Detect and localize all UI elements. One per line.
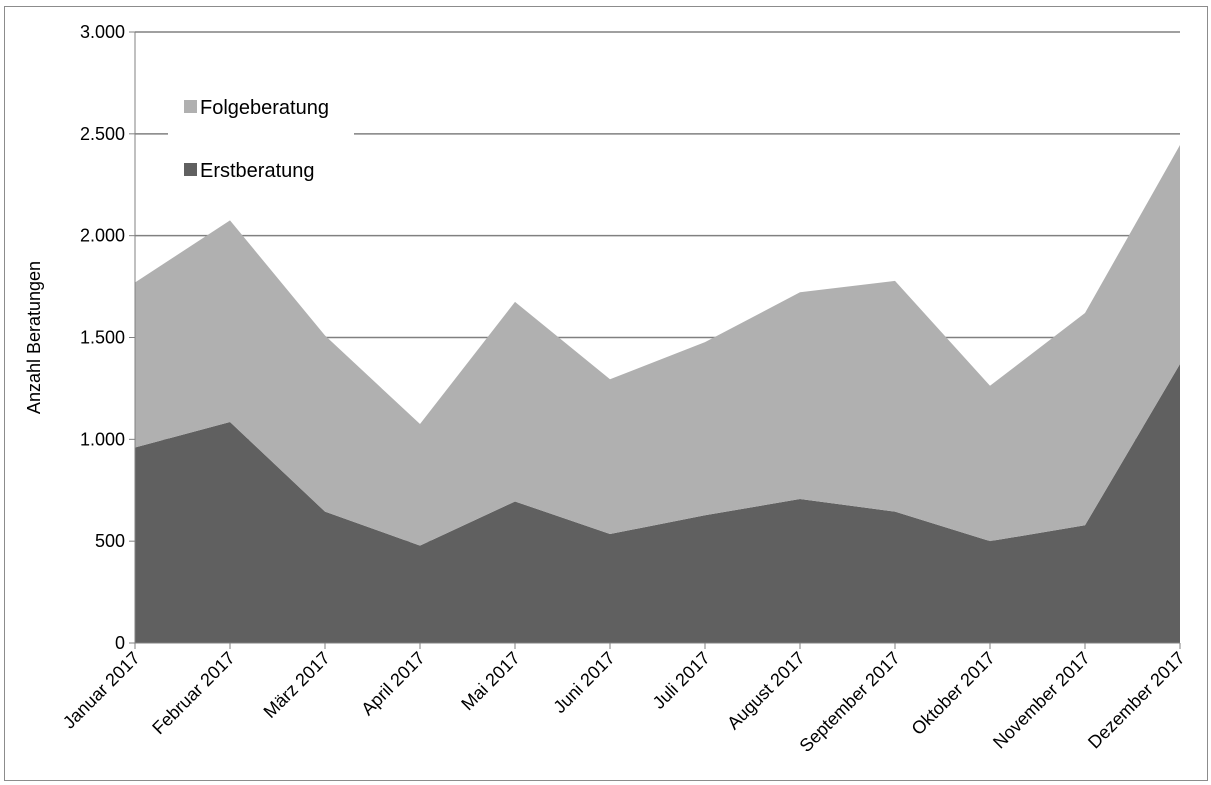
legend-label-folgeberatung: Folgeberatung [200, 97, 329, 119]
x-tick-label: Dezember 2017 [1084, 648, 1189, 753]
x-tick-label: August 2017 [723, 648, 809, 734]
x-tick-label: September 2017 [796, 648, 904, 756]
y-tick-label: 500 [95, 531, 125, 551]
x-tick-label: Juni 2017 [549, 648, 618, 717]
y-tick-label: 0 [115, 633, 125, 653]
legend: Folgeberatung Erstberatung [168, 86, 354, 194]
legend-label-erstberatung: Erstberatung [200, 160, 315, 182]
x-tick-label: Mai 2017 [457, 648, 524, 715]
area-erstberatung [135, 363, 1180, 643]
y-tick-label: 1.500 [80, 328, 125, 348]
x-tick-label: März 2017 [260, 648, 334, 722]
legend-swatch-erstberatung [184, 163, 197, 176]
y-tick-label: 1.000 [80, 429, 125, 449]
area-folgeberatung [135, 145, 1180, 546]
x-tick-label: Februar 2017 [148, 648, 239, 739]
x-tick-label: Januar 2017 [59, 648, 144, 733]
legend-swatch-folgeberatung [184, 100, 197, 113]
series-areas [135, 145, 1180, 643]
x-tick-label: November 2017 [989, 648, 1094, 753]
legend-box [168, 86, 354, 194]
y-axis-ticks: 0 500 1.000 1.500 2.000 2.500 3.000 [80, 22, 135, 653]
x-axis-ticks: Januar 2017 Februar 2017 März 2017 April 20… [59, 643, 1189, 756]
x-tick-label: April 2017 [357, 648, 428, 719]
y-axis-title: Anzahl Beratungen [24, 261, 44, 414]
x-tick-label: Juli 2017 [649, 648, 714, 713]
y-tick-label: 2.500 [80, 124, 125, 144]
y-tick-label: 2.000 [80, 226, 125, 246]
y-tick-label: 3.000 [80, 22, 125, 42]
x-tick-label: Oktober 2017 [908, 648, 999, 739]
